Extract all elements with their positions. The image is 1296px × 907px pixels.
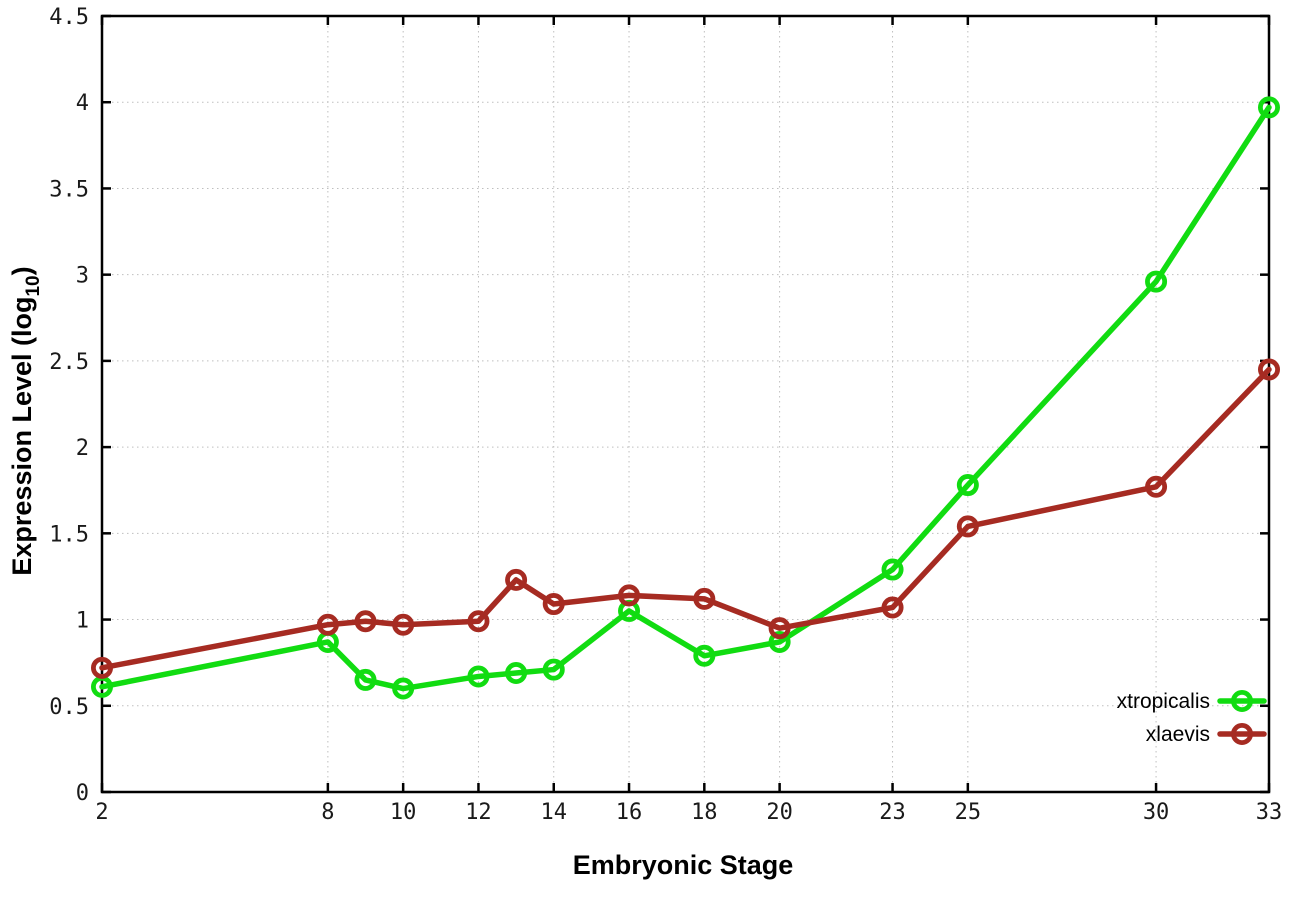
x-tick-label-12: 12 bbox=[465, 800, 492, 825]
data-point-xlaevis-stage-12 bbox=[467, 610, 490, 633]
series-line-xlaevis bbox=[99, 366, 1272, 671]
data-point-xtropicalis-stage-10 bbox=[392, 677, 415, 700]
series-xlaevis bbox=[91, 358, 1281, 679]
x-tick-label-16: 16 bbox=[616, 800, 643, 825]
x-axis-label: Embryonic Stage bbox=[573, 850, 794, 880]
data-point-xtropicalis-stage-13 bbox=[505, 662, 528, 685]
legend-label-xtropicalis: xtropicalis bbox=[1117, 690, 1210, 713]
y-tick-label-2: 2 bbox=[76, 436, 89, 461]
y-axis-label: Expression Level (log10) bbox=[7, 266, 44, 575]
y-tick-label-0.5: 0.5 bbox=[49, 695, 89, 720]
data-point-xlaevis-stage-13 bbox=[505, 568, 528, 591]
x-tick-label-10: 10 bbox=[390, 800, 417, 825]
data-point-xlaevis-stage-16 bbox=[618, 584, 641, 607]
data-series bbox=[91, 96, 1281, 700]
x-tick-label-23: 23 bbox=[879, 800, 906, 825]
x-tick-label-30: 30 bbox=[1143, 800, 1170, 825]
data-point-xlaevis-stage-10 bbox=[392, 613, 415, 636]
gridlines bbox=[102, 16, 1269, 792]
data-point-xlaevis-stage-14 bbox=[542, 593, 565, 616]
data-point-xlaevis-stage-30 bbox=[1145, 475, 1168, 498]
x-tick-label-25: 25 bbox=[955, 800, 982, 825]
data-point-xlaevis-stage-20 bbox=[768, 617, 791, 640]
data-point-xlaevis-stage-8 bbox=[316, 613, 339, 636]
data-point-xtropicalis-stage-18 bbox=[693, 644, 716, 667]
legend-label-xlaevis: xlaevis bbox=[1146, 723, 1210, 746]
data-point-xtropicalis-stage-14 bbox=[542, 658, 565, 681]
data-point-xlaevis-stage-23 bbox=[881, 596, 904, 619]
y-axis-label-end: ) bbox=[7, 266, 37, 275]
x-tick-label-33: 33 bbox=[1256, 800, 1283, 825]
data-point-xtropicalis-stage-12 bbox=[467, 665, 490, 688]
x-tick-label-18: 18 bbox=[691, 800, 718, 825]
series-xtropicalis bbox=[91, 96, 1281, 700]
data-point-xtropicalis-stage-30 bbox=[1145, 270, 1168, 293]
axes bbox=[100, 14, 1271, 794]
y-tick-label-4.5: 4.5 bbox=[49, 5, 89, 30]
x-tick-label-20: 20 bbox=[766, 800, 793, 825]
data-point-xtropicalis-stage-23 bbox=[881, 558, 904, 581]
x-tick-label-2: 2 bbox=[95, 800, 108, 825]
data-point-xtropicalis-stage-25 bbox=[956, 474, 979, 497]
plot-border bbox=[100, 14, 1271, 794]
y-tick-label-2.5: 2.5 bbox=[49, 350, 89, 375]
legend-marker-xtropicalis bbox=[1231, 690, 1254, 713]
y-tick-label-1: 1 bbox=[76, 609, 89, 634]
legend: xtropicalis xlaevis bbox=[1117, 690, 1267, 746]
series-line-xtropicalis bbox=[99, 104, 1272, 692]
y-tick-label-1.5: 1.5 bbox=[49, 522, 89, 547]
y-tick-label-3: 3 bbox=[76, 264, 89, 289]
y-axis-label-main: Expression Level (log bbox=[7, 297, 37, 576]
data-point-xtropicalis-stage-20 bbox=[768, 630, 791, 653]
data-point-xlaevis-stage-25 bbox=[956, 515, 979, 538]
y-axis-label-subscript: 10 bbox=[23, 275, 44, 296]
y-tick-label-4: 4 bbox=[76, 91, 89, 116]
data-point-xlaevis-stage-33 bbox=[1258, 358, 1281, 381]
data-point-xlaevis-stage-9 bbox=[354, 610, 377, 633]
data-point-xtropicalis-stage-9 bbox=[354, 668, 377, 691]
data-point-xlaevis-stage-18 bbox=[693, 587, 716, 610]
y-tick-label-3.5: 3.5 bbox=[49, 177, 89, 202]
data-point-xlaevis-stage-2 bbox=[91, 656, 114, 679]
y-tick-label-0: 0 bbox=[76, 781, 89, 806]
tick-labels: 2 8 10 12 14 16 18 20 23 25 30 33 0 0.5 1 1.5 2 2.5 3 3.5 4 4… bbox=[49, 5, 1282, 825]
x-tick-label-14: 14 bbox=[540, 800, 567, 825]
legend-marker-xlaevis bbox=[1231, 723, 1254, 746]
x-tick-label-8: 8 bbox=[321, 800, 334, 825]
data-point-xtropicalis-stage-33 bbox=[1258, 96, 1281, 119]
